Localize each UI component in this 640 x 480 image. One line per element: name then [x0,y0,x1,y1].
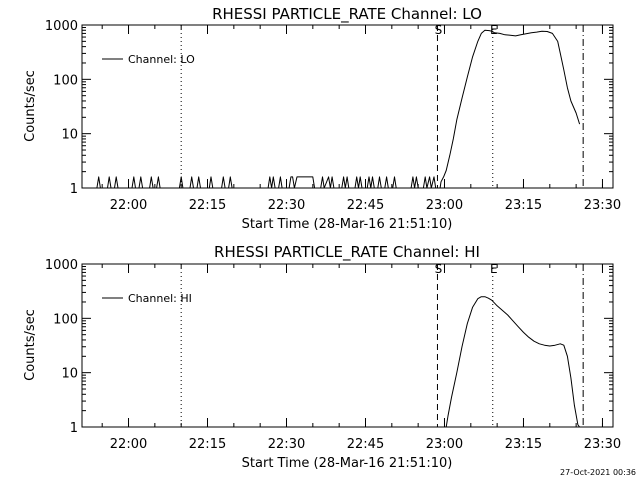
y-tick-label: 100 [53,312,78,327]
series-group [82,29,581,189]
legend-label: Channel: HI [128,292,192,305]
legend: Channel: HI [102,292,192,305]
y-ticks: 1 10 100 1000 [45,258,613,436]
y-tick-label: 10 [61,367,78,382]
event-marker-label: S [435,23,443,37]
x-tick-label: 23:15 [505,437,542,452]
plot-frame [81,24,614,189]
x-tick-label: 23:30 [584,198,621,213]
x-tick-label: 22:30 [268,437,305,452]
x-tick-label: 23:00 [426,198,463,213]
x-tick-label: 22:30 [268,198,305,213]
chart-title: RHESSI PARTICLE_RATE Channel: HI [214,243,480,262]
y-tick-label: 100 [53,73,78,88]
y-tick-label: 1000 [45,19,78,34]
y-axis-label: Counts/sec [23,309,38,381]
x-ticks: 22:00 22:15 22:30 22:45 23:00 23:15 23:30 [101,264,621,452]
legend-label: Channel: LO [128,53,195,66]
y-tick-label: 1 [70,182,78,197]
x-tick-label: 22:00 [110,198,147,213]
x-tick-label: 23:15 [505,198,542,213]
event-marker-label: E [490,23,498,37]
x-axis-label: Start Time (28-Mar-16 21:51:10) [242,217,453,232]
chart-title: RHESSI PARTICLE_RATE Channel: LO [212,5,482,24]
footer-timestamp: 27-Oct-2021 00:36 [560,468,636,477]
x-tick-label: 22:45 [347,437,384,452]
x-tick-label: 22:00 [110,437,147,452]
x-tick-label: 22:15 [189,198,226,213]
series-line [442,296,580,428]
series-line [82,29,581,189]
y-tick-label: 10 [61,128,78,143]
y-ticks: 1 10 100 1000 [45,19,613,197]
event-marker-label: S [435,262,443,276]
x-tick-label: 22:15 [189,437,226,452]
y-tick-label: 1000 [45,258,78,273]
event-marker-label: E [490,262,498,276]
x-ticks: 22:00 22:15 22:30 22:45 23:00 23:15 23:30 [101,25,621,213]
series-group [442,296,580,428]
legend: Channel: LO [102,53,195,66]
x-tick-label: 22:45 [347,198,384,213]
chart-panel-hi: RHESSI PARTICLE_RATE Channel: HI Start T… [23,243,621,471]
y-axis-label: Counts/sec [23,70,38,142]
x-tick-label: 23:30 [584,437,621,452]
x-axis-label: Start Time (28-Mar-16 21:51:10) [242,456,453,471]
x-tick-label: 23:00 [426,437,463,452]
y-tick-label: 1 [70,421,78,436]
plot-frame [81,263,614,428]
chart-panel-lo: RHESSI PARTICLE_RATE Channel: LO Start T… [23,5,621,232]
